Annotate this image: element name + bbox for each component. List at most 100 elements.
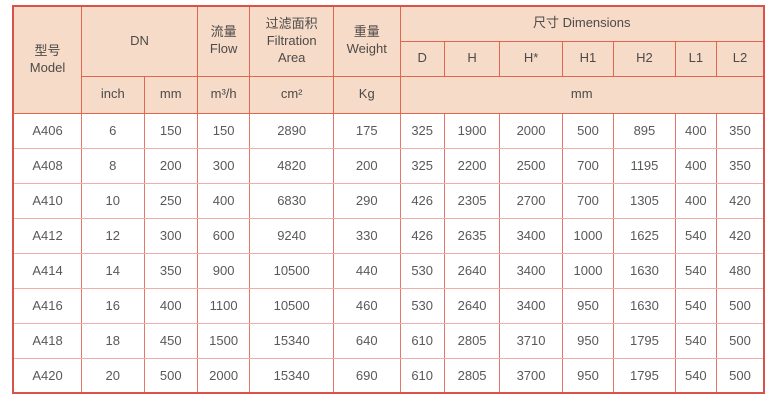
- value-cell: 6830: [249, 182, 334, 219]
- header-weight-en: Weight: [346, 41, 387, 57]
- value-cell: 1100: [196, 287, 251, 324]
- value-cell: 10500: [249, 252, 334, 289]
- value-cell: 610: [399, 322, 445, 359]
- unit-cell-dims-mm: mm: [399, 75, 765, 114]
- value-cell: 1000: [561, 217, 615, 254]
- value-cell: 400: [196, 182, 251, 219]
- model-cell: A414: [12, 252, 83, 289]
- table-row: A416 16 400 1100 10500 460 530 2640 3400 950 1630 5…: [12, 287, 765, 324]
- value-cell: 540: [674, 252, 717, 289]
- table-row: A420 20 500 2000 15340 690 610 2805 3700 950 1795 5…: [12, 357, 765, 394]
- header-flow-zh: 流量: [210, 24, 237, 40]
- spec-table: 型号 Model DN 流量 Flow 过滤面积 Filtration Area…: [12, 5, 765, 394]
- unit-cell-weight: Kg: [333, 75, 401, 114]
- value-cell: 2640: [443, 287, 501, 324]
- value-cell: 10: [81, 182, 145, 219]
- value-cell: 450: [143, 322, 198, 359]
- model-cell: A406: [12, 112, 83, 149]
- header-cell-flow: 流量 Flow: [196, 5, 251, 77]
- header-cell-d: D: [399, 40, 445, 77]
- value-cell: 1305: [613, 182, 676, 219]
- value-cell: 9240: [249, 217, 334, 254]
- value-cell: 200: [143, 147, 198, 184]
- model-cell: A416: [12, 287, 83, 324]
- value-cell: 400: [674, 182, 717, 219]
- value-cell: 1795: [613, 357, 676, 394]
- table-row: A414 14 350 900 10500 440 530 2640 3400 1000 1630 5…: [12, 252, 765, 289]
- value-cell: 900: [196, 252, 251, 289]
- value-cell: 420: [715, 182, 765, 219]
- value-cell: 350: [715, 147, 765, 184]
- table-row: A408 8 200 300 4820 200 325 2200 2500 700 1195 400 3…: [12, 147, 765, 184]
- value-cell: 2305: [443, 182, 501, 219]
- value-cell: 2640: [443, 252, 501, 289]
- model-cell: A412: [12, 217, 83, 254]
- value-cell: 14: [81, 252, 145, 289]
- header-cell-h1: H1: [561, 40, 615, 77]
- value-cell: 150: [143, 112, 198, 149]
- value-cell: 15340: [249, 322, 334, 359]
- value-cell: 1795: [613, 322, 676, 359]
- value-cell: 2890: [249, 112, 334, 149]
- header-flow-en: Flow: [209, 41, 238, 57]
- header-filtration-zh: 过滤面积: [265, 15, 318, 31]
- value-cell: 330: [333, 217, 401, 254]
- value-cell: 200: [333, 147, 401, 184]
- value-cell: 440: [333, 252, 401, 289]
- value-cell: 950: [561, 322, 615, 359]
- value-cell: 1630: [613, 287, 676, 324]
- model-cell: A418: [12, 322, 83, 359]
- header-cell-dimensions: 尺寸 Dimensions: [399, 5, 765, 42]
- header-cell-filtration-area: 过滤面积 Filtration Area: [249, 5, 334, 77]
- model-cell: A408: [12, 147, 83, 184]
- value-cell: 250: [143, 182, 198, 219]
- unit-cell-area: cm²: [249, 75, 334, 114]
- value-cell: 640: [333, 322, 401, 359]
- value-cell: 2200: [443, 147, 501, 184]
- header-weight-zh: 重量: [353, 24, 380, 40]
- value-cell: 540: [674, 217, 717, 254]
- table-row: A410 10 250 400 6830 290 426 2305 2700 700 1305 400…: [12, 182, 765, 219]
- value-cell: 950: [561, 357, 615, 394]
- value-cell: 690: [333, 357, 401, 394]
- value-cell: 610: [399, 357, 445, 394]
- value-cell: 2635: [443, 217, 501, 254]
- value-cell: 400: [674, 112, 717, 149]
- header-model-en: Model: [29, 59, 66, 75]
- value-cell: 530: [399, 252, 445, 289]
- value-cell: 300: [143, 217, 198, 254]
- header-cell-h-star: H*: [499, 40, 563, 77]
- table-row: A412 12 300 600 9240 330 426 2635 3400 1000 1625 54…: [12, 217, 765, 254]
- value-cell: 8: [81, 147, 145, 184]
- value-cell: 6: [81, 112, 145, 149]
- value-cell: 3400: [499, 287, 563, 324]
- header-filtration-en-1: Filtration: [266, 32, 317, 48]
- value-cell: 2700: [499, 182, 563, 219]
- value-cell: 350: [143, 252, 198, 289]
- value-cell: 15340: [249, 357, 334, 394]
- value-cell: 540: [674, 322, 717, 359]
- header-cell-h2: H2: [613, 40, 676, 77]
- value-cell: 3400: [499, 217, 563, 254]
- table-body: A406 6 150 150 2890 175 325 1900 2000 500 895 400 35…: [12, 112, 765, 394]
- header-row-2: D H H* H1 H2 L1 L2: [13, 40, 765, 77]
- value-cell: 460: [333, 287, 401, 324]
- value-cell: 700: [561, 182, 615, 219]
- header-row-units: inch mm m³/h cm² Kg mm: [13, 75, 765, 114]
- value-cell: 3700: [499, 357, 563, 394]
- value-cell: 426: [399, 182, 445, 219]
- value-cell: 2500: [499, 147, 563, 184]
- value-cell: 325: [399, 112, 445, 149]
- value-cell: 950: [561, 287, 615, 324]
- value-cell: 540: [674, 357, 717, 394]
- header-cell-l1: L1: [674, 40, 717, 77]
- value-cell: 500: [715, 322, 765, 359]
- value-cell: 20: [81, 357, 145, 394]
- value-cell: 500: [143, 357, 198, 394]
- value-cell: 895: [613, 112, 676, 149]
- value-cell: 480: [715, 252, 765, 289]
- model-cell: A410: [12, 182, 83, 219]
- value-cell: 2805: [443, 322, 501, 359]
- value-cell: 300: [196, 147, 251, 184]
